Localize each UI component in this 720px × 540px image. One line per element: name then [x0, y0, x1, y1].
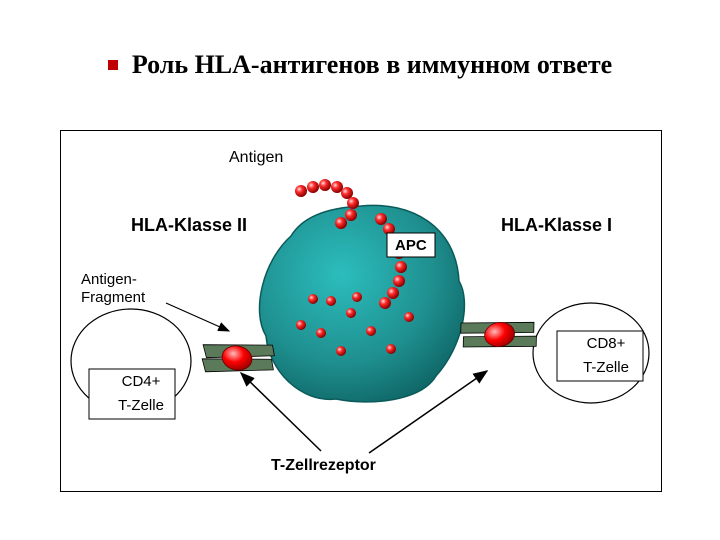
label-tzr: T-Zellrezeptor: [271, 457, 376, 475]
label-antigen: Antigen: [229, 149, 283, 167]
title-bullet-icon: [108, 60, 118, 70]
label-tzelle-right: T-Zelle: [566, 359, 646, 376]
diagram-svg: [61, 131, 661, 491]
label-hla2: HLA-Klasse II: [131, 215, 247, 236]
label-antigen-frag-1: Antigen-: [81, 271, 137, 288]
label-cd8: CD8+: [571, 335, 641, 352]
label-apc: APC: [395, 237, 427, 254]
label-hla1: HLA-Klasse I: [501, 215, 612, 236]
page-title: Роль HLA-антигенов в иммунном ответе: [0, 50, 720, 80]
title-text: Роль HLA-антигенов в иммунном ответе: [132, 50, 612, 79]
label-tzelle-left: T-Zelle: [97, 397, 185, 414]
receptor-right: [459, 310, 538, 358]
diagram-frame: Antigen HLA-Klasse II APC HLA-Klasse I A…: [60, 130, 662, 492]
label-antigen-frag-2: Fragment: [81, 289, 145, 306]
label-cd4: CD4+: [101, 373, 181, 390]
